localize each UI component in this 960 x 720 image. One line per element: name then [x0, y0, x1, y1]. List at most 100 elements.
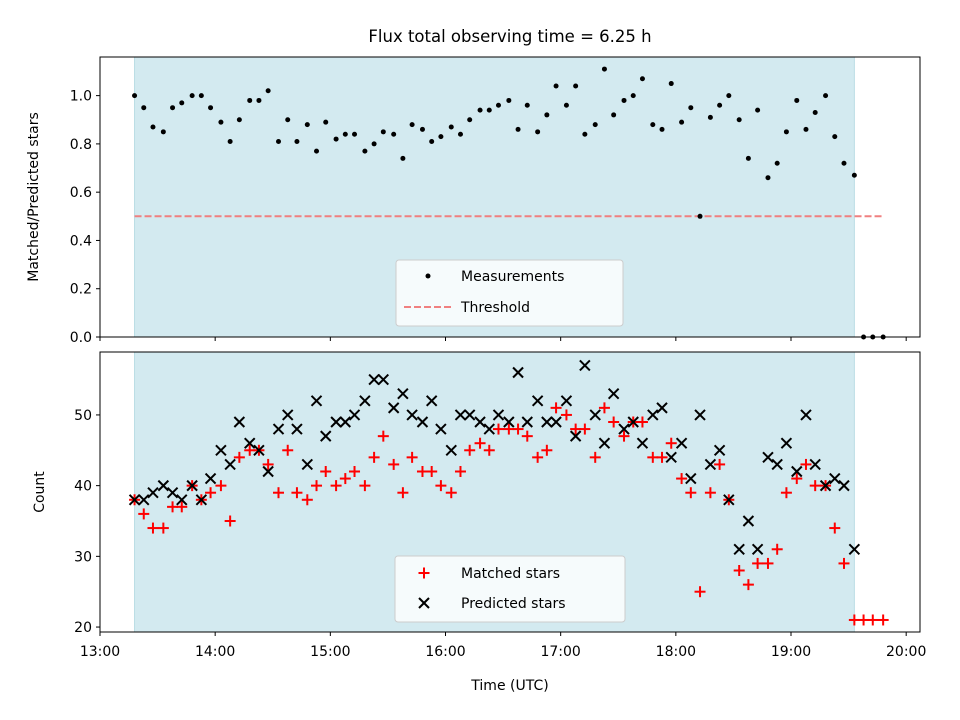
measurement-point — [582, 131, 588, 137]
matched-star-marker — [838, 557, 850, 569]
measurement-point — [333, 136, 339, 142]
measurement-point — [132, 93, 138, 99]
predicted-star-marker — [579, 359, 591, 372]
matched-star-marker — [147, 522, 159, 534]
matched-star-marker — [685, 487, 697, 499]
predicted-star-marker — [368, 373, 380, 386]
matched-star-marker — [636, 416, 648, 428]
matched-star-marker — [618, 430, 630, 442]
matched-star-marker — [512, 423, 524, 435]
predicted-star-marker — [780, 437, 793, 449]
predicted-star-marker — [713, 444, 726, 456]
legend-predicted-label: Predicted stars — [461, 596, 566, 612]
matched-star-marker — [273, 487, 285, 499]
predicted-star-marker — [704, 458, 717, 471]
matched-star-marker — [388, 458, 400, 470]
measurement-point — [477, 107, 483, 113]
top-axes-frame — [99, 56, 921, 338]
matched-star-marker — [262, 458, 274, 470]
predicted-star-marker — [435, 423, 447, 435]
predicted-star-marker — [607, 388, 620, 400]
matched-star-marker — [694, 586, 706, 598]
predicted-star-marker — [685, 472, 697, 485]
measurement-point — [688, 105, 694, 111]
top-ytick-label: 0.4 — [70, 233, 92, 249]
measurement-point — [342, 131, 348, 137]
matched-star-marker — [397, 487, 409, 499]
top-x-ticks — [99, 337, 907, 341]
matched-star-marker — [435, 480, 447, 492]
predicted-star-marker — [253, 444, 265, 456]
measurement-point — [495, 102, 501, 108]
predicted-star-marker — [647, 409, 659, 421]
measurement-point — [323, 119, 329, 125]
predicted-star-marker — [665, 451, 677, 464]
measurement-point — [544, 112, 550, 118]
legend-matched-glyph — [418, 567, 430, 579]
ratio-panel: 0.0 0.2 0.4 0.6 0.8 1.0 Matched/Predicted sta… — [26, 56, 921, 346]
matched-star-marker — [474, 437, 486, 449]
predicted-star-marker — [157, 479, 170, 492]
matched-star-marker — [771, 543, 783, 555]
predicted-star-marker — [819, 479, 832, 492]
matched-star-marker — [359, 480, 371, 492]
predicted-star-marker — [301, 458, 314, 471]
matched-star-markers — [129, 402, 889, 626]
matched-star-marker — [233, 451, 245, 463]
legend-predicted-glyph — [418, 597, 430, 609]
measurement-point — [803, 126, 809, 132]
predicted-star-marker — [416, 416, 429, 428]
predicted-star-marker — [348, 409, 361, 421]
predicted-star-marker — [694, 409, 706, 421]
measurement-point — [707, 114, 713, 120]
matched-star-marker — [282, 444, 294, 456]
figure-title: Flux total observing time = 6.25 h — [368, 27, 651, 46]
measurement-point — [726, 93, 732, 99]
matched-star-marker — [541, 444, 553, 456]
measurement-point — [524, 102, 530, 108]
matched-star-marker — [416, 465, 428, 477]
predicted-star-marker — [503, 416, 515, 428]
measurement-point — [285, 117, 291, 123]
matched-star-marker — [579, 423, 591, 435]
measurement-point — [304, 122, 310, 128]
measurement-point — [352, 131, 358, 137]
predicted-star-marker — [147, 486, 159, 499]
measurement-point — [794, 97, 800, 103]
predicted-star-marker — [723, 494, 735, 506]
matched-star-marker — [877, 614, 889, 626]
predicted-star-marker — [195, 494, 208, 506]
measurement-point — [515, 126, 521, 132]
predicted-star-marker — [186, 479, 198, 492]
matched-star-marker — [205, 487, 217, 499]
matched-star-marker — [138, 508, 150, 520]
measurement-point — [812, 110, 818, 116]
matched-star-marker — [521, 430, 533, 442]
top-legend: Measurements Threshold — [395, 259, 624, 327]
measurement-point — [448, 124, 454, 130]
matched-star-marker — [368, 451, 380, 463]
matched-star-marker — [483, 444, 495, 456]
matched-star-marker — [829, 522, 841, 534]
measurement-point — [218, 119, 224, 125]
bottom-ytick-label: 40 — [74, 479, 92, 495]
predicted-star-markers — [128, 359, 861, 555]
matched-star-marker — [867, 614, 879, 626]
predicted-star-marker — [330, 416, 342, 428]
measurement-point — [236, 117, 242, 123]
matched-star-marker — [445, 487, 457, 499]
legend-threshold-label: Threshold — [460, 300, 530, 316]
xtick-label: 18:00 — [656, 644, 696, 660]
predicted-star-marker — [138, 494, 150, 506]
predicted-star-marker — [445, 444, 457, 456]
predicted-star-marker — [541, 416, 553, 428]
predicted-star-marker — [387, 402, 400, 414]
predicted-star-marker — [244, 437, 256, 449]
measurement-point — [179, 100, 185, 106]
top-ytick-label: 0.0 — [70, 330, 92, 346]
measurement-point — [697, 213, 703, 219]
measurement-point — [832, 134, 838, 140]
predicted-star-marker — [618, 423, 630, 435]
measurement-point — [438, 134, 444, 140]
measurement-point — [745, 155, 751, 161]
